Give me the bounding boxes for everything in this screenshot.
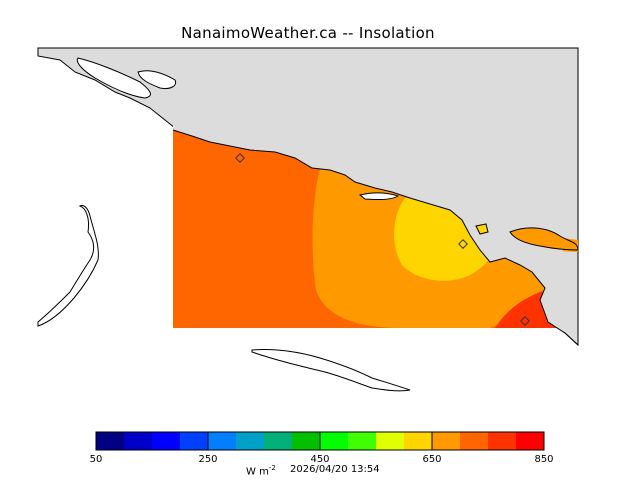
colorbar-cell bbox=[488, 432, 517, 450]
island-east bbox=[509, 227, 579, 251]
inlet-east bbox=[358, 192, 400, 201]
colorbar-tick-label: 250 bbox=[198, 454, 218, 465]
colorbar-cell bbox=[124, 432, 153, 450]
colorbar-cell bbox=[96, 432, 125, 450]
colorbar-cell bbox=[180, 432, 209, 450]
island-south bbox=[251, 349, 411, 392]
station-marker[interactable] bbox=[520, 316, 530, 326]
colorbar-cell bbox=[320, 432, 349, 450]
colorbar-cell bbox=[404, 432, 433, 450]
colorbar-cell bbox=[348, 432, 377, 450]
island-northwest bbox=[76, 57, 151, 99]
colorbar-cell bbox=[460, 432, 489, 450]
colorbar-cell bbox=[516, 432, 545, 450]
colorbar-timestamp: 2026/04/20 13:54 bbox=[290, 464, 380, 475]
colorbar-tick-label: 650 bbox=[422, 454, 442, 465]
colorbar-cell bbox=[208, 432, 237, 450]
map-title: NanaimoWeather.ca -- Insolation bbox=[181, 24, 435, 42]
colorbar-cell bbox=[152, 432, 181, 450]
colorbar-tick-label: 450 bbox=[310, 454, 330, 465]
colorbar-cell bbox=[292, 432, 321, 450]
station-marker[interactable] bbox=[235, 153, 245, 163]
island-west bbox=[37, 205, 99, 327]
colorbar-cell bbox=[432, 432, 461, 450]
island-north bbox=[137, 70, 177, 89]
colorbar-cell bbox=[264, 432, 293, 450]
station-marker[interactable] bbox=[458, 239, 468, 249]
mainland-coastline bbox=[172, 129, 579, 346]
colorbar-cell bbox=[376, 432, 405, 450]
colorbar-tick-label: 50 bbox=[89, 454, 103, 465]
colorbar-tick-label: 850 bbox=[534, 454, 554, 465]
island-small bbox=[475, 223, 489, 235]
colorbar-cell bbox=[236, 432, 265, 450]
land-mask-north bbox=[173, 120, 563, 333]
colorbar-units: W m-2 bbox=[246, 464, 276, 478]
